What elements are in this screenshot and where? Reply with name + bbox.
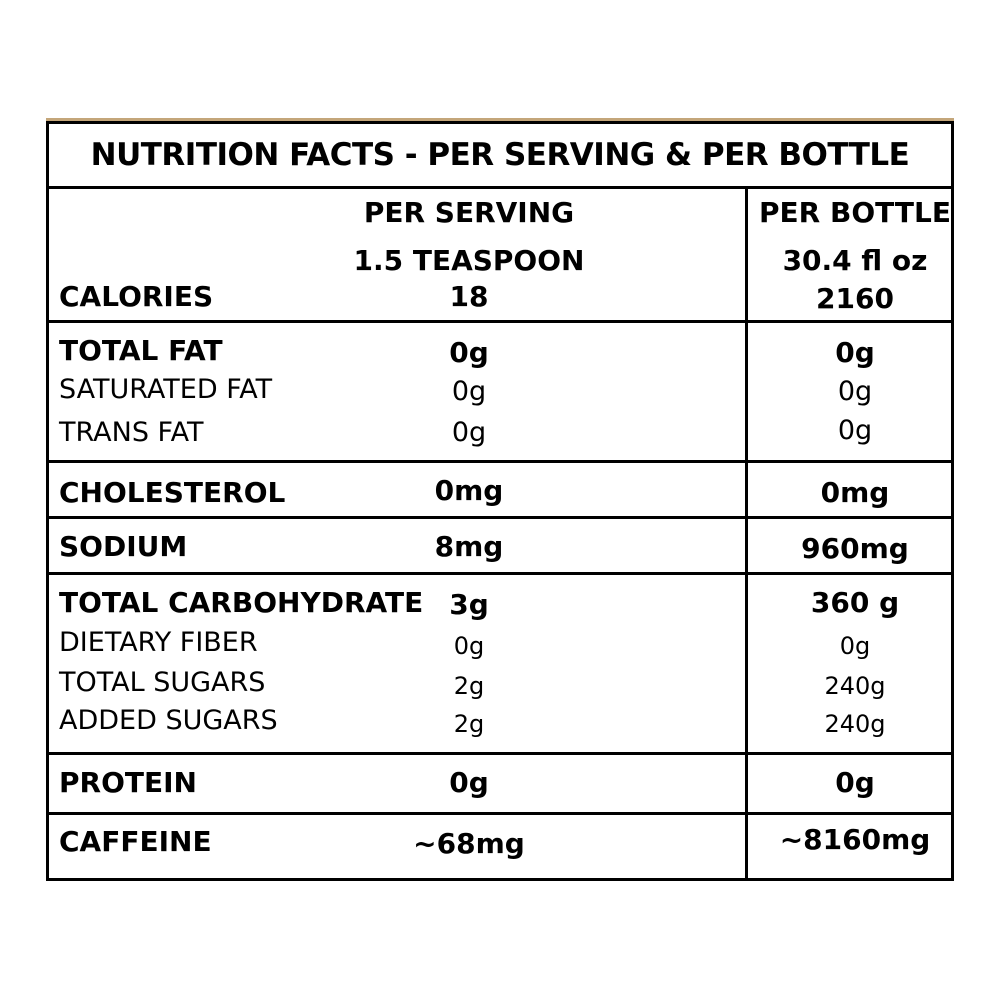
accent-top-line (46, 118, 954, 121)
cholesterol-bottle: 0mg (820, 476, 890, 509)
saturated-fat-serving: 0g (451, 376, 487, 407)
protein-serving: 0g (449, 766, 489, 799)
divider-cholesterol (49, 516, 951, 519)
total-fat-bottle: 0g (835, 336, 875, 369)
bottle-size: 30.4 fl oz (782, 244, 928, 277)
added-sugars-bottle: 240g (824, 710, 886, 738)
saturated-fat-bottle: 0g (837, 376, 873, 407)
calories-label: CALORIES (59, 280, 214, 313)
nutrition-table: NUTRITION FACTS - PER SERVING & PER BOTT… (46, 121, 954, 881)
protein-bottle: 0g (835, 766, 875, 799)
added-sugars-serving: 2g (453, 710, 485, 738)
sodium-bottle: 960mg (801, 532, 909, 565)
calories-bottle: 2160 (816, 282, 894, 315)
divider-calories (49, 320, 951, 323)
per-bottle-header: PER BOTTLE (759, 196, 951, 229)
total-sugars-bottle: 240g (824, 672, 886, 700)
dietary-fiber-label: DIETARY FIBER (59, 627, 258, 658)
column-divider (745, 189, 748, 878)
total-sugars-label: TOTAL SUGARS (59, 667, 266, 698)
divider-sodium (49, 572, 951, 575)
table-title: NUTRITION FACTS - PER SERVING & PER BOTT… (49, 124, 951, 189)
caffeine-label: CAFFEINE (59, 825, 212, 858)
divider-protein (49, 812, 951, 815)
dietary-fiber-serving: 0g (453, 632, 485, 660)
total-fat-serving: 0g (449, 336, 489, 369)
total-fat-label: TOTAL FAT (59, 334, 223, 367)
cholesterol-serving: 0mg (434, 474, 504, 507)
trans-fat-serving: 0g (451, 417, 487, 448)
sodium-serving: 8mg (434, 530, 504, 563)
serving-size: 1.5 TEASPOON (353, 244, 585, 277)
trans-fat-label: TRANS FAT (59, 417, 204, 448)
saturated-fat-label: SATURATED FAT (59, 374, 273, 405)
divider-carbs (49, 752, 951, 755)
added-sugars-label: ADDED SUGARS (59, 705, 278, 736)
caffeine-bottle: ~8160mg (779, 823, 931, 856)
total-carb-serving: 3g (449, 588, 489, 621)
total-sugars-serving: 2g (453, 672, 485, 700)
protein-label: PROTEIN (59, 766, 197, 799)
per-serving-header: PER SERVING (363, 196, 575, 229)
sodium-label: SODIUM (59, 530, 188, 563)
cholesterol-label: CHOLESTEROL (59, 476, 286, 509)
dietary-fiber-bottle: 0g (839, 632, 871, 660)
trans-fat-bottle: 0g (837, 415, 873, 446)
total-carb-label: TOTAL CARBOHYDRATE (59, 586, 424, 619)
calories-serving: 18 (449, 280, 489, 313)
caffeine-serving: ~68mg (413, 827, 525, 860)
total-carb-bottle: 360 g (810, 586, 900, 619)
divider-fat (49, 460, 951, 463)
